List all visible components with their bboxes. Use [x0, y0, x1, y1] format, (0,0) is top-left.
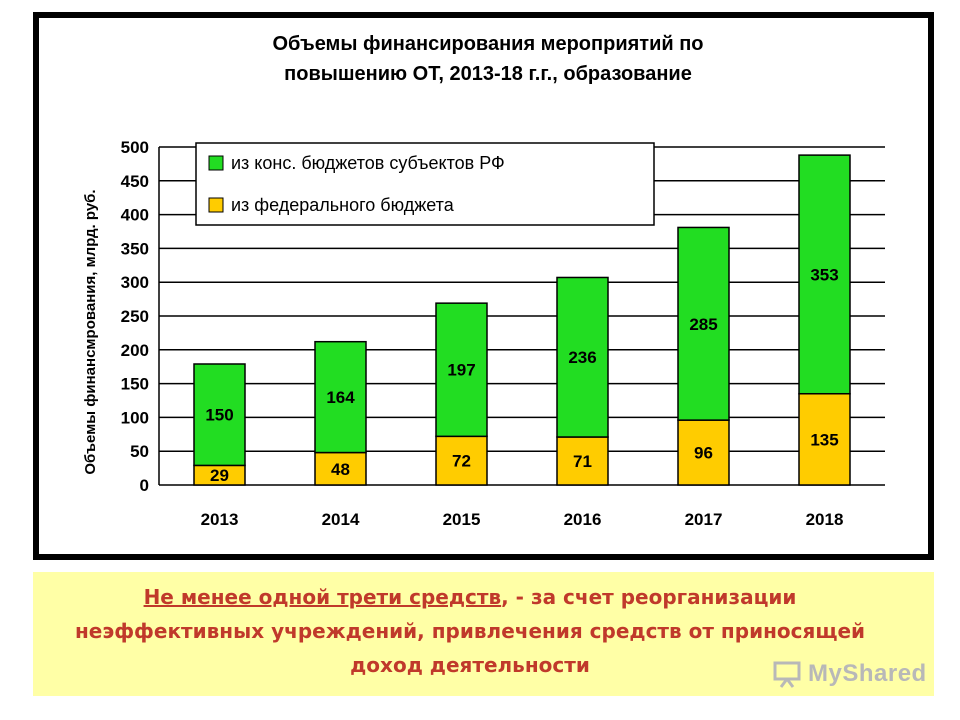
chart: Объемы финансирования мероприятий по повы…: [39, 18, 928, 554]
data-label: 29: [210, 466, 229, 485]
y-tick-label: 300: [121, 273, 149, 292]
caption-box: [33, 572, 934, 696]
data-label: 164: [326, 388, 355, 407]
y-tick-label: 400: [121, 206, 149, 225]
caption: Не менее одной трети средств, - за счет …: [60, 580, 880, 682]
y-tick-label: 250: [121, 307, 149, 326]
bar-segment: [798, 154, 851, 395]
data-label: 72: [452, 452, 471, 471]
legend-swatch: [208, 197, 224, 213]
watermark: MyShared: [772, 656, 927, 692]
chart-title-line: повышению ОТ, 2013-18 г.г., образование: [284, 63, 692, 85]
chart-frame: Объемы финансирования мероприятий по повы…: [33, 12, 934, 560]
legend-box: [195, 142, 655, 226]
x-tick-label: 2016: [564, 510, 602, 529]
chart-title-line: Объемы финансирования мероприятий по: [272, 33, 703, 55]
y-tick-label: 50: [130, 442, 149, 461]
y-tick-labels: 0 50 100 150 200 250 300 350 400 450 500: [121, 138, 149, 495]
y-tick-label: 100: [121, 408, 149, 427]
y-tick-label: 200: [121, 341, 149, 360]
bars: 29 150 48 164 72 197 71 236 96 285 135 353: [193, 154, 851, 486]
bar-segment: [193, 363, 246, 467]
data-label: 71: [573, 452, 592, 471]
bar-segment: [435, 435, 488, 486]
data-label: 48: [331, 460, 350, 479]
data-label: 96: [694, 444, 713, 463]
legend-label: из конс. бюджетов субъектов РФ: [231, 153, 505, 173]
x-tick-label: 2013: [201, 510, 239, 529]
x-tick-label: 2017: [685, 510, 723, 529]
y-tick-label: 0: [140, 476, 149, 495]
data-label: 353: [810, 265, 838, 284]
presentation-board-icon: [773, 661, 801, 688]
bar-segment: [677, 226, 730, 421]
y-tick-label: 350: [121, 239, 149, 258]
bar-segment: [314, 340, 367, 454]
data-label: 150: [205, 406, 233, 425]
data-label: 236: [568, 348, 596, 367]
bar-segment: [435, 302, 488, 438]
data-label: 135: [810, 430, 838, 449]
watermark-text: MyShared: [808, 660, 927, 687]
data-label: 285: [689, 315, 717, 334]
x-tick-label: 2018: [806, 510, 844, 529]
x-tick-label: 2015: [443, 510, 481, 529]
legend-swatch: [208, 155, 224, 171]
data-label: 197: [447, 361, 475, 380]
caption-rest: , - за счет реорганизации неэффективных …: [74, 585, 866, 677]
x-tick-label: 2014: [322, 510, 360, 529]
caption-underlined: Не менее одной трети средств: [143, 585, 502, 609]
bar-segment: [556, 276, 609, 438]
bar-segment: [798, 392, 851, 486]
bar-segment: [556, 436, 609, 486]
x-tick-labels: 2013 2014 2015 2016 2017 2018: [201, 510, 844, 529]
chart-title: Объемы финансирования мероприятий по повы…: [272, 33, 703, 85]
bar-segment: [314, 451, 367, 486]
y-tick-label: 150: [121, 375, 149, 394]
y-tick-label: 500: [121, 138, 149, 157]
y-axis-label: Объемы финансмрования, млрд. руб.: [82, 189, 99, 474]
legend-label: из федерального бюджета: [231, 195, 455, 215]
y-tick-label: 450: [121, 172, 149, 191]
bar-segment: [677, 419, 730, 486]
legend: из конс. бюджетов субъектов РФ из федерал…: [195, 142, 655, 226]
